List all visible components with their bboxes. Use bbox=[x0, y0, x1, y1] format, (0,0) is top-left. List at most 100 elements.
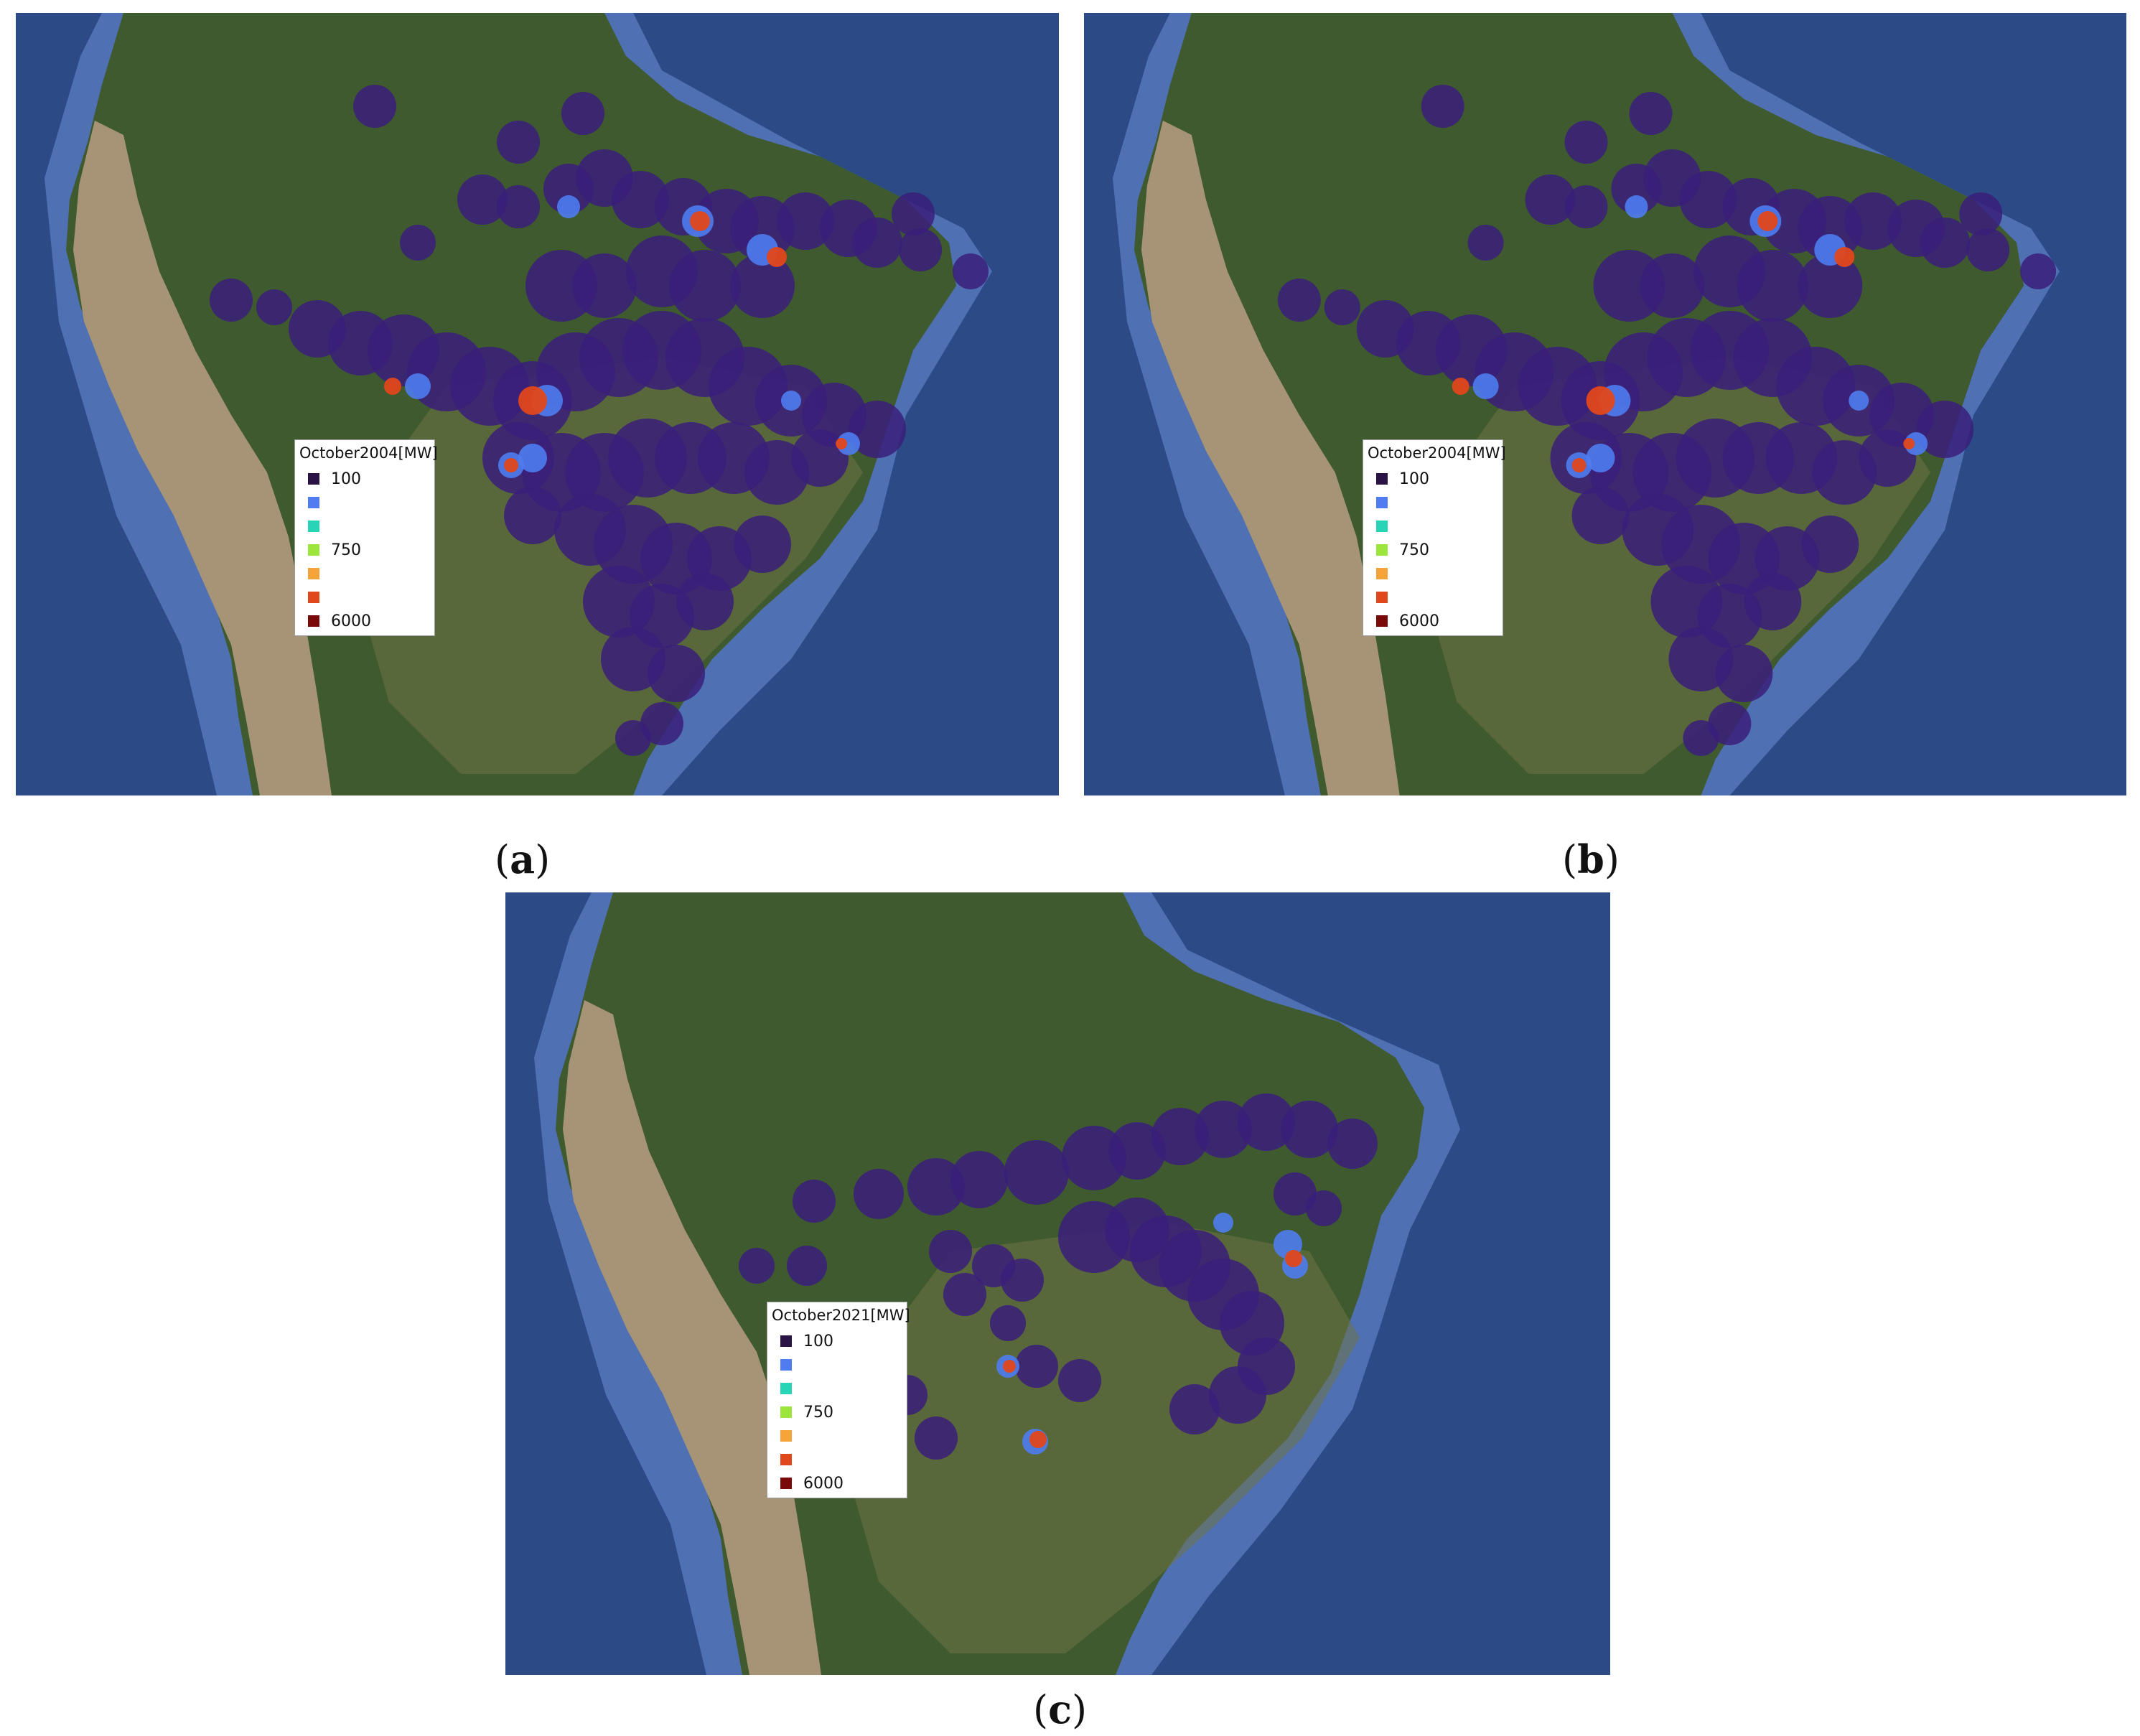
heat-blob bbox=[1629, 92, 1673, 135]
heat-blob bbox=[572, 253, 637, 318]
caption-letter: a bbox=[510, 836, 536, 882]
heat-blob bbox=[1306, 1190, 1342, 1226]
legend-entry bbox=[1363, 492, 1399, 513]
legend-label: 750 bbox=[803, 1403, 833, 1422]
heat-blob bbox=[557, 195, 580, 218]
heat-blob bbox=[1421, 85, 1464, 128]
heat-blob bbox=[1757, 211, 1778, 231]
heat-blob bbox=[400, 225, 436, 261]
heat-blob bbox=[2020, 253, 2057, 289]
satellite-map-b bbox=[1084, 13, 2126, 795]
heat-blob bbox=[929, 1230, 972, 1273]
heat-blob bbox=[836, 438, 847, 449]
legend-swatch bbox=[1376, 473, 1388, 485]
legend-swatch bbox=[1376, 497, 1388, 508]
heat-blob bbox=[615, 720, 651, 756]
heat-blob bbox=[1525, 174, 1576, 225]
heat-blob bbox=[990, 1305, 1026, 1341]
caption-letter: c bbox=[1048, 1686, 1072, 1732]
legend-swatch bbox=[780, 1406, 792, 1418]
heat-blob bbox=[1004, 1140, 1069, 1205]
heat-blob bbox=[1683, 720, 1719, 756]
legend-label: 750 bbox=[1399, 541, 1429, 559]
heat-blob bbox=[1903, 438, 1915, 449]
heat-blob bbox=[1003, 1360, 1016, 1373]
legend-title: October2004[MW] bbox=[1368, 444, 1506, 462]
fire-heatmap-a bbox=[210, 85, 989, 756]
heat-blob bbox=[953, 253, 989, 289]
legend-swatch bbox=[780, 1478, 792, 1489]
heat-blob bbox=[1452, 378, 1470, 395]
heat-blob bbox=[1324, 289, 1360, 325]
heat-blob bbox=[899, 228, 942, 271]
legend-entry bbox=[767, 1449, 803, 1470]
heat-blob bbox=[1015, 1345, 1058, 1388]
legend-entry bbox=[767, 1425, 803, 1447]
legend-swatch bbox=[308, 521, 319, 532]
heat-blob bbox=[504, 487, 561, 544]
heat-blob bbox=[1798, 253, 1863, 318]
heat-blob bbox=[640, 702, 683, 745]
heat-blob bbox=[256, 289, 292, 325]
map-panel-b: October2004[MW] 100 750 6000 bbox=[1084, 13, 2126, 795]
legend-entry bbox=[767, 1378, 803, 1399]
legend-label: 6000 bbox=[331, 612, 371, 630]
legend-swatch bbox=[308, 615, 319, 627]
heat-blob bbox=[1640, 253, 1705, 318]
heat-blob bbox=[1209, 1366, 1266, 1424]
legend-swatch bbox=[780, 1430, 792, 1442]
heat-blob bbox=[837, 432, 860, 455]
heat-blob bbox=[787, 1246, 827, 1286]
heat-blob bbox=[648, 645, 705, 702]
heat-blob bbox=[676, 573, 734, 630]
legend-swatch bbox=[1376, 615, 1388, 627]
legend-entry bbox=[295, 515, 331, 537]
heat-blob bbox=[1966, 228, 2010, 271]
legend-entry bbox=[1363, 587, 1399, 608]
heat-blob bbox=[1327, 1119, 1378, 1169]
heat-blob bbox=[1905, 432, 1928, 455]
legend-title: October2021[MW] bbox=[772, 1307, 910, 1324]
legend-swatch bbox=[780, 1454, 792, 1465]
heat-blob bbox=[1737, 250, 1809, 322]
heat-blob bbox=[1467, 225, 1504, 261]
heat-blob bbox=[1151, 1108, 1209, 1165]
legend-swatch bbox=[1376, 544, 1388, 556]
heat-blob bbox=[1274, 1172, 1317, 1215]
legend-swatch bbox=[1376, 521, 1388, 532]
heat-blob bbox=[1920, 218, 1971, 268]
legend-swatch bbox=[1376, 568, 1388, 579]
heat-blob bbox=[1679, 171, 1737, 228]
fire-heatmap-c bbox=[739, 1093, 1378, 1460]
heat-blob bbox=[1281, 1101, 1338, 1158]
legend-entry: 100 bbox=[1363, 468, 1429, 490]
andes-range bbox=[73, 121, 332, 795]
heat-blob bbox=[734, 515, 791, 573]
heat-blob bbox=[1801, 515, 1859, 573]
legend-c: October2021[MW] 100 750 6000 bbox=[767, 1302, 910, 1498]
heat-blob bbox=[384, 378, 401, 395]
heat-blob bbox=[1001, 1259, 1044, 1302]
legend-swatch bbox=[308, 473, 319, 485]
heat-blob bbox=[781, 391, 801, 411]
heat-blob bbox=[690, 211, 710, 231]
heat-blob bbox=[1472, 373, 1499, 399]
satellite-map-a bbox=[16, 13, 1059, 795]
heat-blob bbox=[739, 1248, 775, 1284]
legend-swatch bbox=[780, 1359, 792, 1371]
map-panel-c: October2021[MW] 100 750 6000 bbox=[505, 892, 1610, 1675]
legend-label: 6000 bbox=[803, 1474, 844, 1493]
heat-blob bbox=[1238, 1093, 1295, 1151]
heat-blob bbox=[561, 92, 604, 135]
heat-blob bbox=[943, 1273, 986, 1316]
map-panel-a: October2004[MW] 100 750 6000 bbox=[16, 13, 1059, 795]
heat-blob bbox=[497, 185, 540, 228]
heat-blob bbox=[518, 444, 547, 472]
legend-swatch bbox=[308, 497, 319, 508]
legend-entry: 100 bbox=[767, 1330, 833, 1352]
heat-blob bbox=[504, 458, 518, 472]
legend-entry bbox=[767, 1354, 803, 1376]
heat-blob bbox=[849, 401, 906, 458]
heat-blob bbox=[210, 279, 253, 322]
heat-blob bbox=[1859, 429, 1917, 487]
